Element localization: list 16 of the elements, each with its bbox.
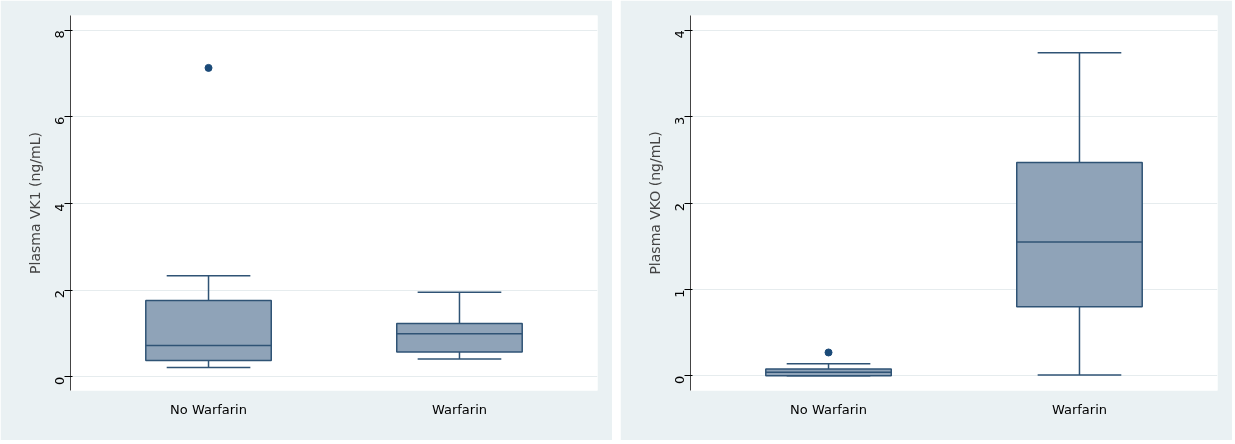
y-tick-label: 1 [672,289,687,298]
x-tick-label: Warfarin [1051,401,1108,417]
y-axis-title: Plasma VK1 (ng/mL) [26,132,43,274]
x-tick-label: No Warfarin [790,401,867,417]
y-tick-label: 2 [52,290,67,299]
y-tick-label: 0 [672,375,687,385]
y-tick-label: 8 [52,30,67,39]
y-tick-label: 4 [52,203,67,212]
y-tick-label: 3 [672,116,687,125]
x-tick-label: No Warfarin [170,401,247,417]
y-tick-label: 2 [672,202,687,212]
y-tick-label: 4 [672,30,687,39]
y-tick-label: 0 [52,376,67,385]
y-axis-title: Plasma VKO (ng/mL) [646,131,663,275]
y-tick-label: 6 [52,116,67,126]
x-tick-label: Warfarin [431,401,488,417]
